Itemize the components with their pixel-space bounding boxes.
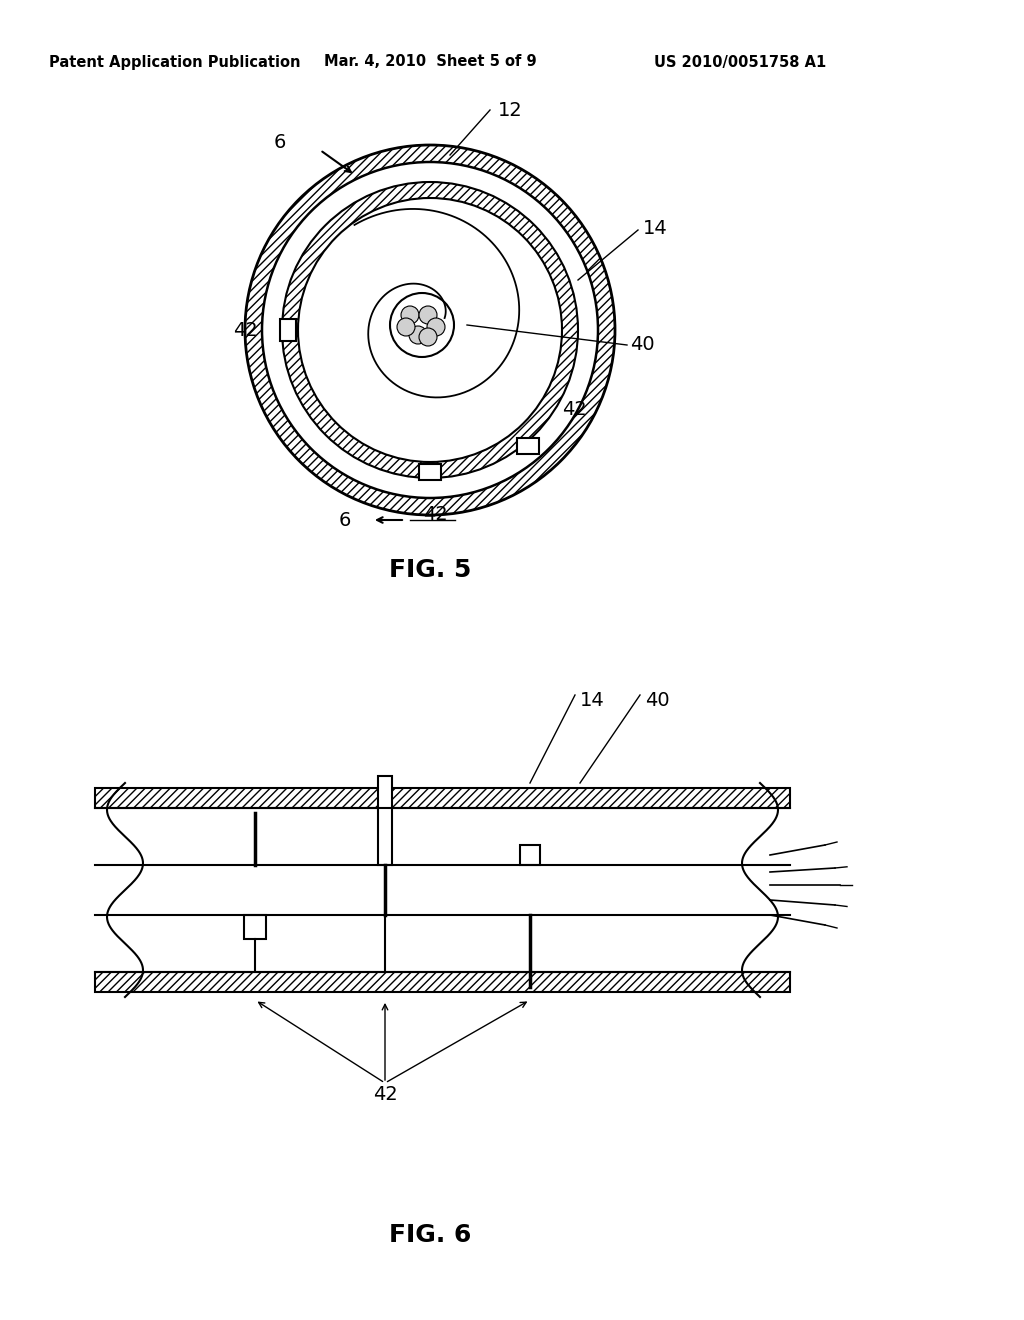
Text: 42: 42: [232, 321, 257, 339]
Ellipse shape: [401, 306, 419, 323]
Text: FIG. 5: FIG. 5: [389, 558, 471, 582]
Text: 14: 14: [643, 219, 668, 238]
Bar: [419, 465, 441, 480]
Text: Mar. 4, 2010  Sheet 5 of 9: Mar. 4, 2010 Sheet 5 of 9: [324, 54, 537, 70]
Bar: [520, 845, 540, 865]
Ellipse shape: [397, 318, 415, 337]
Text: 42: 42: [562, 400, 587, 418]
Ellipse shape: [298, 198, 562, 462]
Ellipse shape: [409, 326, 427, 345]
Text: 6: 6: [339, 511, 351, 529]
Text: FIG. 6: FIG. 6: [389, 1224, 471, 1247]
Ellipse shape: [419, 327, 437, 346]
Bar: [517, 438, 539, 454]
Bar: [378, 776, 392, 865]
Text: 42: 42: [373, 1085, 397, 1105]
Text: 40: 40: [630, 335, 654, 355]
Text: Patent Application Publication: Patent Application Publication: [49, 54, 301, 70]
Text: US 2010/0051758 A1: US 2010/0051758 A1: [654, 54, 826, 70]
Text: 40: 40: [645, 690, 670, 710]
Ellipse shape: [390, 293, 454, 356]
Bar: [95, 972, 790, 993]
Text: 42: 42: [423, 506, 447, 524]
Text: 12: 12: [498, 100, 522, 120]
Ellipse shape: [419, 306, 437, 323]
Ellipse shape: [427, 318, 445, 337]
Bar: [95, 788, 790, 808]
Ellipse shape: [262, 162, 598, 498]
Text: 14: 14: [580, 690, 605, 710]
Bar: [244, 915, 266, 939]
Bar: [280, 319, 296, 341]
Text: 6: 6: [273, 133, 286, 153]
